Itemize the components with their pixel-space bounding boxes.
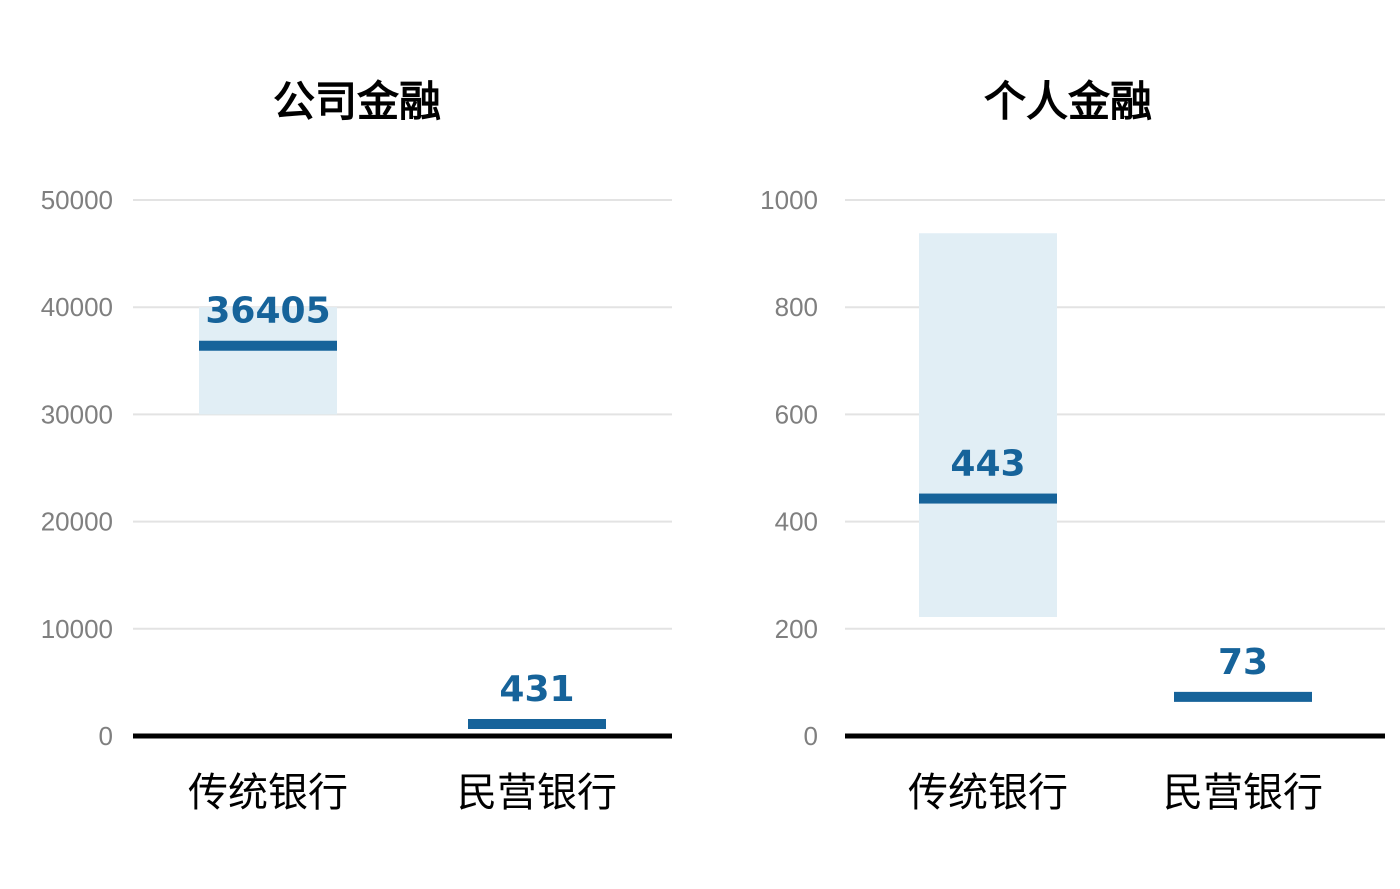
data-label: 73 [1218, 642, 1268, 683]
x-tick-label: 民营银行 [457, 770, 617, 816]
chart-panel-corporate: 公司金融 0 10000 20000 30000 40000 50000 36405 传统银行 4… [41, 77, 672, 816]
chart-title: 个人金融 [984, 77, 1152, 126]
x-tick-label: 传统银行 [188, 770, 348, 816]
y-tick-label: 400 [775, 507, 818, 537]
value-marker [468, 719, 606, 729]
data-label: 431 [499, 669, 574, 710]
value-marker [919, 493, 1057, 504]
x-tick-label: 传统银行 [908, 770, 1068, 816]
data-label: 36405 [205, 291, 330, 332]
x-tick-label: 民营银行 [1163, 770, 1323, 816]
y-tick-label: 200 [775, 614, 818, 644]
y-tick-label: 0 [804, 721, 818, 751]
range-band [919, 233, 1057, 618]
chart-title: 公司金融 [273, 77, 441, 126]
data-label: 443 [950, 444, 1025, 485]
y-tick-label: 10000 [41, 614, 113, 644]
value-marker [1174, 691, 1312, 702]
y-tick-label: 40000 [41, 292, 113, 322]
y-tick-label: 20000 [41, 507, 113, 537]
y-tick-label: 800 [775, 292, 818, 322]
y-tick-label: 30000 [41, 399, 113, 429]
y-tick-label: 50000 [41, 185, 113, 215]
y-tick-label: 1000 [760, 185, 818, 215]
value-marker [199, 340, 337, 351]
y-tick-label: 600 [775, 399, 818, 429]
y-tick-label: 0 [99, 721, 113, 751]
chart-panel-personal: 个人金融 0 200 400 600 800 1000 443 传统银行 73 民营银行 [760, 77, 1385, 816]
range-band [199, 307, 337, 415]
